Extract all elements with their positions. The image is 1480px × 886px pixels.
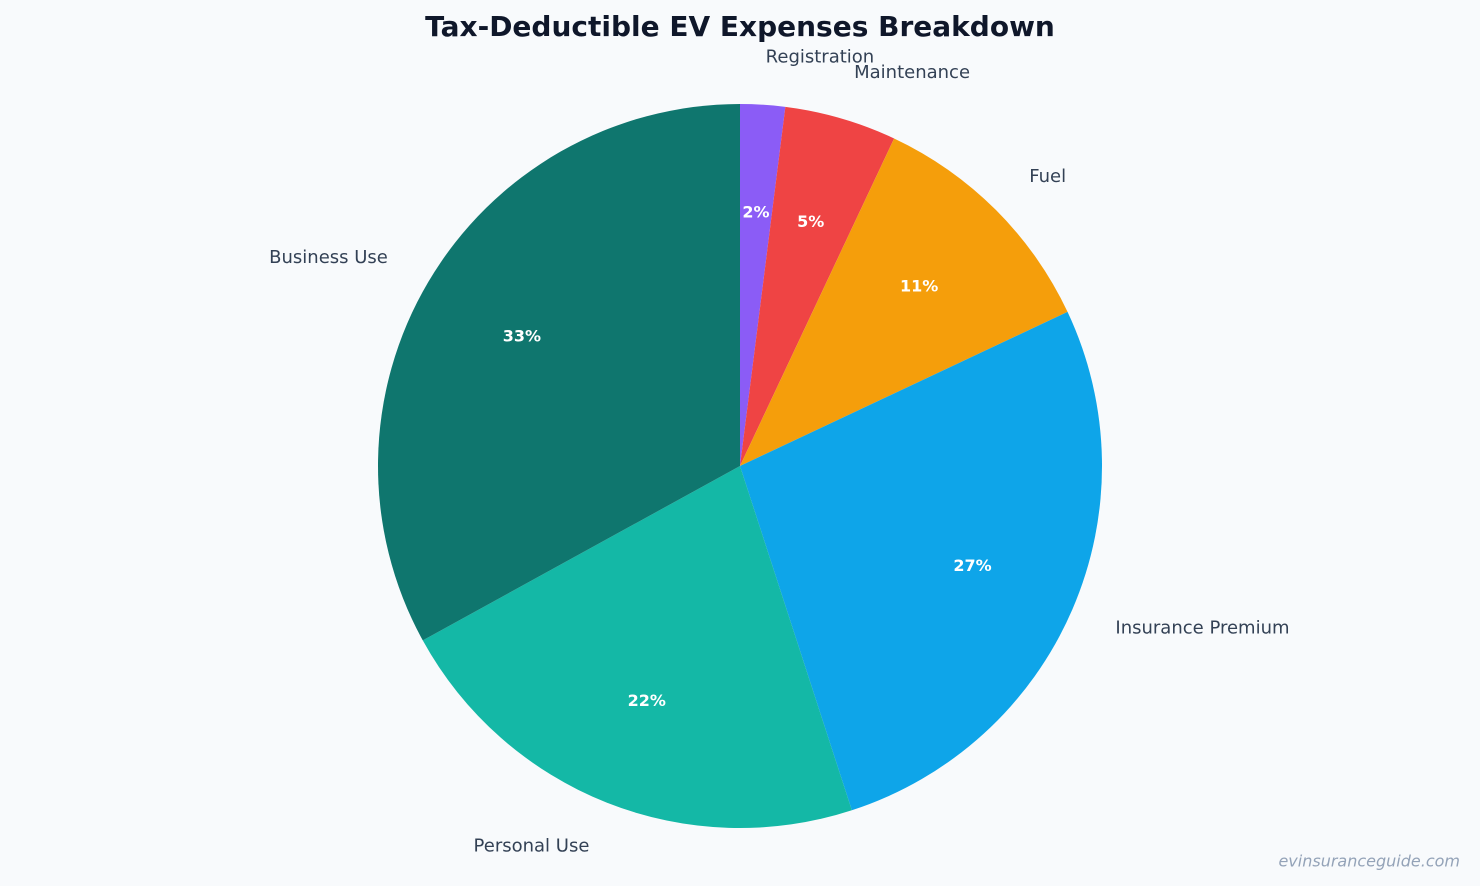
source: evinsuranceguide.com [1278,852,1460,871]
value-label: 2% [742,203,769,222]
category-label: Business Use [269,247,388,268]
value-label: 5% [797,212,824,231]
pie-slice [740,104,786,466]
pie-slice [740,106,895,466]
pie-slice [740,311,1102,811]
category-label: Maintenance [854,62,970,83]
pie-slice [422,466,852,828]
value-label: 27% [953,556,991,575]
category-label: Insurance Premium [1115,617,1289,638]
category-label: Personal Use [474,835,590,856]
category-label: Fuel [1029,166,1066,187]
pie-slice [740,138,1068,466]
chart-title: Tax-Deductible EV Expenses Breakdown [425,10,1055,43]
value-label: 22% [628,691,666,710]
value-label: 33% [503,327,541,346]
category-label: Registration [766,47,875,68]
value-label: 11% [900,276,938,295]
pie-slice [377,103,740,641]
